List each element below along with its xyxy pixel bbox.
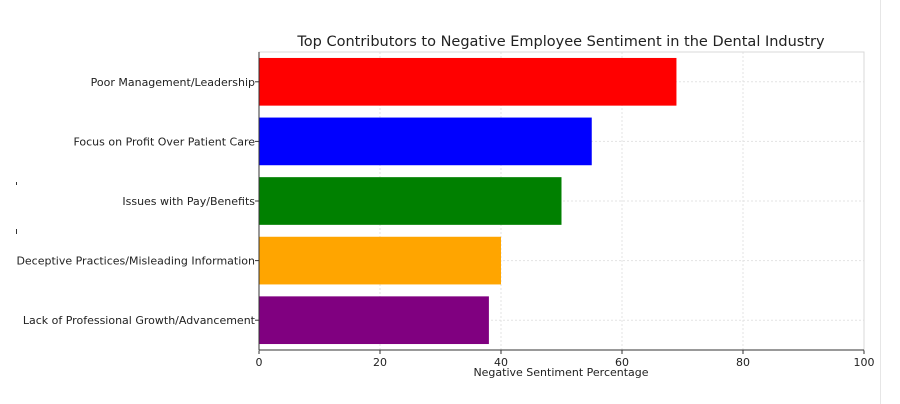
bar bbox=[259, 296, 489, 345]
x-tick-labels: 0 20 40 60 80 100 bbox=[256, 356, 875, 369]
bar bbox=[259, 236, 501, 285]
bars bbox=[259, 57, 677, 345]
bar bbox=[259, 177, 562, 225]
category-labels: Poor Management/Leadership Focus on Profi… bbox=[16, 76, 255, 327]
page-edge-divider bbox=[880, 0, 881, 404]
category-label: Focus on Profit Over Patient Care bbox=[73, 135, 255, 148]
x-tick-label: 20 bbox=[373, 356, 387, 369]
axes bbox=[255, 51, 865, 354]
bar bbox=[259, 117, 592, 166]
clip-mark bbox=[16, 182, 17, 185]
x-tick-label: 60 bbox=[615, 356, 629, 369]
bar bbox=[259, 57, 677, 106]
clip-mark bbox=[16, 229, 17, 234]
category-label: Poor Management/Leadership bbox=[91, 76, 255, 89]
x-tick-label: 100 bbox=[854, 356, 875, 369]
chart-title: Top Contributors to Negative Employee Se… bbox=[296, 34, 825, 50]
x-tick-label: 0 bbox=[256, 356, 263, 369]
x-tick-label: 40 bbox=[494, 356, 508, 369]
x-tick-label: 80 bbox=[736, 356, 750, 369]
category-label: Lack of Professional Growth/Advancement bbox=[23, 314, 256, 327]
category-label: Deceptive Practices/Misleading Informati… bbox=[16, 255, 255, 268]
category-label: Issues with Pay/Benefits bbox=[122, 195, 255, 208]
x-axis-label: Negative Sentiment Percentage bbox=[473, 366, 648, 379]
